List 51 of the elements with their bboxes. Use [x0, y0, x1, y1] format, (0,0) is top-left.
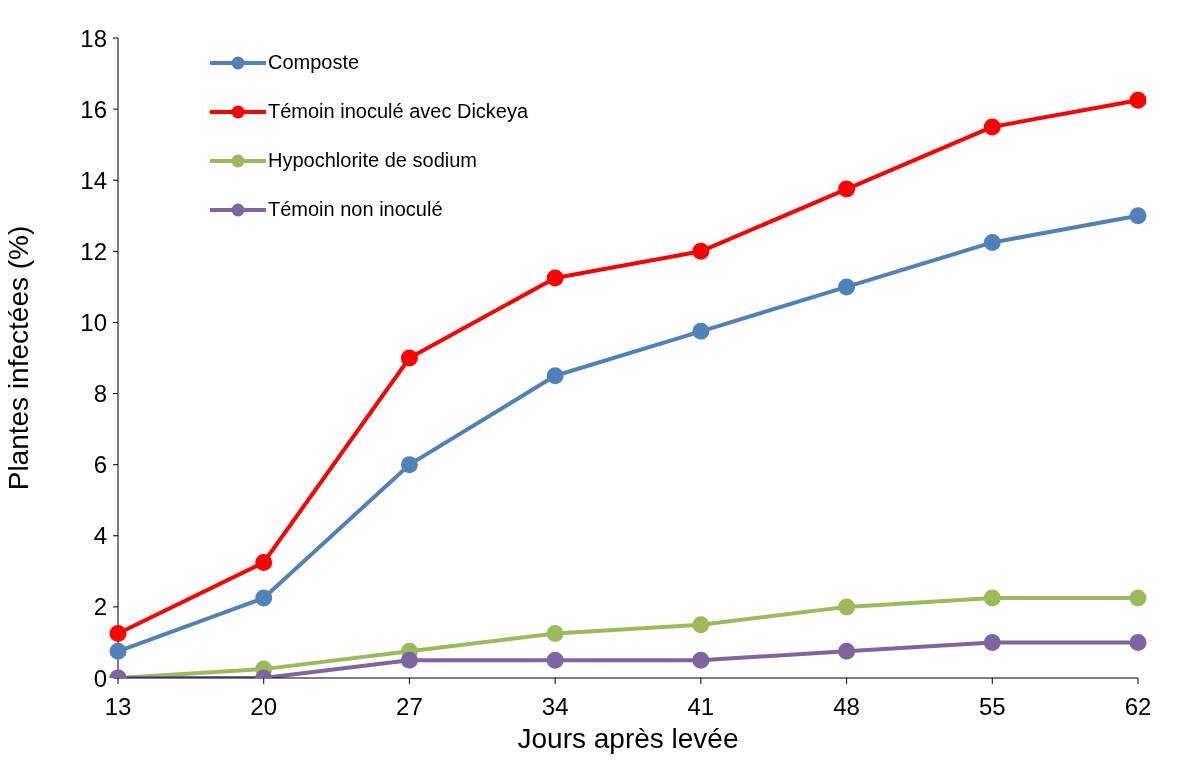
y-tick-label: 10 — [80, 308, 107, 336]
y-tick-label: 4 — [93, 522, 107, 550]
point — [983, 233, 1001, 251]
point — [692, 322, 710, 340]
point — [546, 625, 564, 643]
y-tick-label: 8 — [93, 380, 107, 408]
y-tick-label: 16 — [80, 95, 107, 123]
x-axis-title: Jours après levée — [517, 723, 739, 754]
point — [1129, 589, 1147, 607]
x-tick-label: 55 — [978, 693, 1006, 721]
point — [400, 349, 418, 367]
point — [838, 180, 856, 198]
x-tick-label: 27 — [396, 693, 423, 721]
point — [109, 642, 127, 660]
point — [983, 589, 1001, 607]
legend-label: Témoin non inoculé — [268, 198, 443, 221]
point — [983, 118, 1001, 136]
point — [1129, 633, 1147, 651]
point — [692, 651, 710, 669]
x-tick-label: 34 — [541, 693, 569, 721]
legend-label: Hypochlorite de sodium — [268, 149, 477, 172]
point — [400, 456, 418, 474]
x-tick-label: 62 — [1124, 693, 1152, 721]
point — [692, 242, 710, 260]
point — [838, 598, 856, 616]
point — [255, 553, 273, 571]
y-axis-title: Plantes infectées (%) — [2, 225, 34, 491]
point — [838, 278, 856, 296]
y-tick-label: 12 — [80, 237, 107, 265]
point — [983, 633, 1001, 651]
point — [546, 367, 564, 385]
point — [109, 625, 127, 643]
point — [692, 616, 710, 634]
point — [1129, 207, 1147, 225]
x-tick-label: 41 — [687, 693, 715, 721]
x-tick-label: 13 — [104, 693, 132, 721]
point — [1129, 91, 1147, 109]
legend-label: Composte — [268, 51, 360, 74]
y-tick-label: 18 — [80, 24, 107, 52]
point — [546, 651, 564, 669]
y-tick-label: 14 — [80, 166, 107, 194]
y-tick-label: 0 — [93, 664, 107, 692]
y-tick-label: 6 — [93, 451, 107, 479]
y-tick-label: 2 — [93, 593, 107, 621]
point — [255, 589, 273, 607]
legend-label: Témoin inoculé avec Dickeya — [268, 100, 529, 123]
point — [838, 642, 856, 660]
point — [400, 651, 418, 669]
x-tick-label: 48 — [833, 693, 860, 721]
x-tick-label: 20 — [250, 693, 278, 721]
point — [546, 269, 564, 287]
